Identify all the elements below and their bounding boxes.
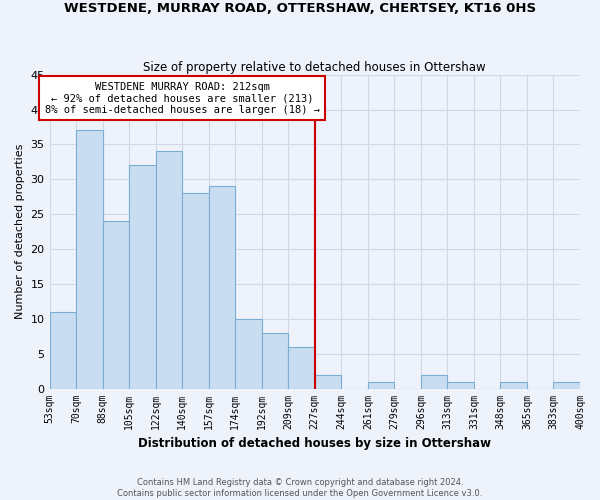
Bar bbox=[155, 152, 182, 388]
Bar bbox=[288, 346, 315, 389]
Bar bbox=[209, 186, 235, 388]
Y-axis label: Number of detached properties: Number of detached properties bbox=[15, 144, 25, 320]
Title: Size of property relative to detached houses in Ottershaw: Size of property relative to detached ho… bbox=[143, 60, 486, 74]
Bar bbox=[368, 382, 394, 388]
Bar bbox=[235, 319, 262, 388]
Bar bbox=[103, 221, 129, 388]
Bar bbox=[500, 382, 527, 388]
Bar bbox=[182, 193, 209, 388]
Bar bbox=[262, 333, 288, 388]
Bar bbox=[315, 374, 341, 388]
Bar bbox=[448, 382, 474, 388]
Bar bbox=[129, 166, 155, 388]
Text: WESTDENE, MURRAY ROAD, OTTERSHAW, CHERTSEY, KT16 0HS: WESTDENE, MURRAY ROAD, OTTERSHAW, CHERTS… bbox=[64, 2, 536, 16]
Bar bbox=[50, 312, 76, 388]
X-axis label: Distribution of detached houses by size in Ottershaw: Distribution of detached houses by size … bbox=[138, 437, 491, 450]
Text: WESTDENE MURRAY ROAD: 212sqm
← 92% of detached houses are smaller (213)
8% of se: WESTDENE MURRAY ROAD: 212sqm ← 92% of de… bbox=[44, 82, 320, 115]
Bar bbox=[421, 374, 448, 388]
Text: Contains HM Land Registry data © Crown copyright and database right 2024.
Contai: Contains HM Land Registry data © Crown c… bbox=[118, 478, 482, 498]
Bar bbox=[76, 130, 103, 388]
Bar bbox=[553, 382, 580, 388]
